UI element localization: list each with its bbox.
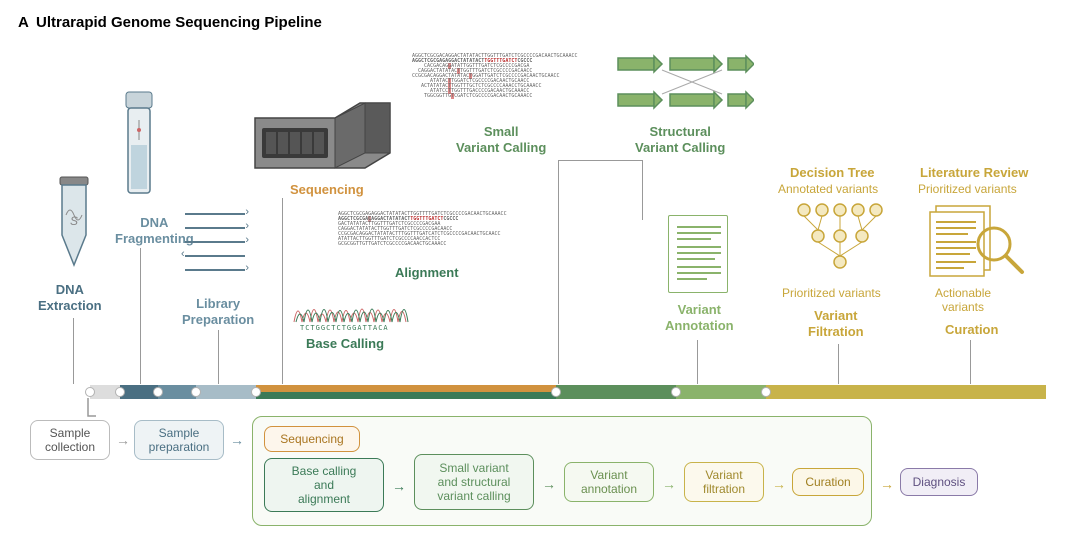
flow-sequencing-box: Sequencing: [264, 426, 360, 452]
arrow-icon: →: [662, 476, 676, 492]
decision-tree-sub-label: Annotated variants: [778, 182, 878, 196]
connector-line: [838, 344, 839, 384]
arrow-icon: →: [772, 476, 786, 492]
library-prep-label: Library Preparation: [182, 296, 254, 327]
flow-filtration-box: Variant filtration: [684, 462, 764, 502]
flow-curation-box: Curation: [792, 468, 864, 496]
figure-title: Ultrarapid Genome Sequencing Pipeline: [36, 14, 322, 31]
literature-icon: [928, 200, 1028, 280]
vial-icon: [118, 90, 160, 210]
flow-diagnosis-box: Diagnosis: [900, 468, 978, 496]
connector-line: [970, 340, 971, 384]
arrow-icon: →: [230, 432, 244, 448]
trace-icon: [292, 292, 412, 328]
alignment-icon: AGGCTCGCGAGAGGACTATATACTTGGTTTTGATCTCGCC…: [338, 212, 507, 247]
flow-annotation-box: Variant annotation: [564, 462, 654, 502]
lit-review-label: Literature Review: [920, 165, 1028, 181]
connector-line: [73, 318, 74, 384]
connector-line: [218, 330, 219, 384]
curation-label: Curation: [945, 322, 998, 338]
dna-extraction-label: DNA Extraction: [38, 282, 102, 313]
flow-basecall-box: Base calling and alignment: [264, 458, 384, 512]
variant-filtration-label: Variant Filtration: [808, 308, 864, 339]
connector-line: [642, 160, 643, 220]
small-variant-icon: AGGCTCGCGACAGGACTATATACTTGGTTTGATCTCGCCC…: [412, 54, 578, 99]
sample-preparation-box: Sample preparation: [134, 420, 224, 460]
connector-line: [558, 160, 559, 384]
actionable-label: Actionable variants: [935, 286, 991, 315]
alignment-label: Alignment: [395, 265, 459, 281]
sample-collection-box: Sample collection: [30, 420, 110, 460]
connector-line: [697, 340, 698, 384]
arrow-icon: →: [542, 476, 556, 492]
arrow-icon: →: [880, 476, 894, 492]
connector-line: [140, 248, 141, 384]
annotation-doc-icon: [668, 215, 728, 293]
arrow-icon: →: [116, 432, 130, 448]
lit-review-sub-label: Prioritized variants: [918, 182, 1017, 196]
sequencing-label: Sequencing: [290, 182, 364, 198]
structural-variant-label: Structural Variant Calling: [635, 124, 725, 155]
base-calling-label: Base Calling: [306, 336, 384, 352]
svg-text:S: S: [70, 214, 78, 228]
sequencer-icon: [250, 88, 400, 178]
tube-icon: S: [54, 175, 94, 270]
panel-label: A: [18, 14, 29, 31]
flow-svc-box: Small variant and structural variant cal…: [414, 454, 534, 510]
connector-line: [282, 198, 283, 384]
trace-seq-label: TCTGGCTCTGGATTACA: [300, 325, 389, 332]
variant-annotation-label: Variant Annotation: [665, 302, 734, 333]
structural-variant-icon: [614, 54, 754, 114]
prioritized-label: Prioritized variants: [782, 286, 881, 300]
arrow-icon: →: [392, 478, 406, 494]
decision-tree-label: Decision Tree: [790, 165, 875, 181]
connector-line: [558, 160, 642, 161]
small-variant-label: Small Variant Calling: [456, 124, 546, 155]
dna-fragmenting-label: DNA Fragmenting: [115, 215, 194, 246]
decision-tree-icon: [790, 200, 890, 280]
